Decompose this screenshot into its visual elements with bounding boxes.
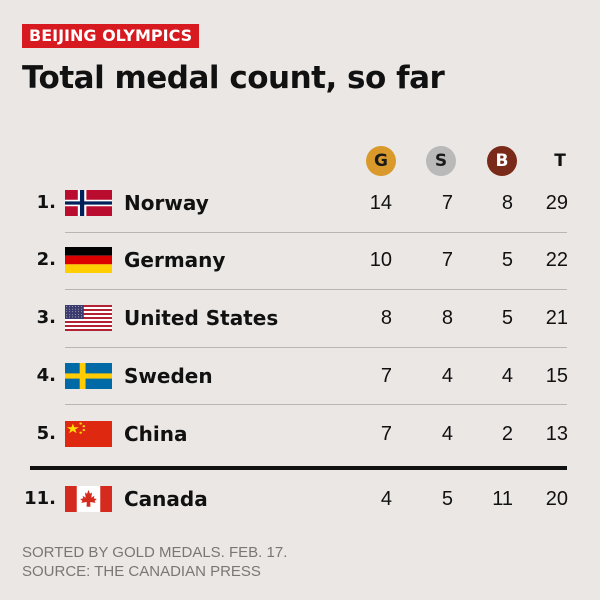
table-row: 2. Germany 10 7 5 22 [0, 240, 600, 280]
total-count: 22 [545, 249, 568, 271]
footer-note: SORTED BY GOLD MEDALS. FEB. 17. [22, 544, 288, 561]
silver-count: 8 [441, 307, 453, 329]
canada-flag-icon [65, 486, 112, 512]
row-divider [65, 289, 567, 290]
country-name: Canada [124, 487, 208, 511]
total-count: 20 [545, 488, 568, 510]
total-count: 13 [545, 423, 568, 445]
rank-label: 3. [36, 307, 56, 328]
footer-source: SOURCE: THE CANADIAN PRESS [22, 563, 261, 580]
norway-flag-icon [65, 190, 112, 216]
rank-label: 11. [24, 488, 56, 509]
row-divider [65, 404, 567, 405]
table-separator [30, 466, 567, 470]
row-divider [65, 232, 567, 233]
total-count: 29 [545, 192, 568, 214]
silver-count: 7 [441, 249, 453, 271]
chart-title: Total medal count, so far [22, 60, 445, 96]
bronze-count: 2 [501, 423, 513, 445]
bronze-count: 11 [492, 488, 513, 510]
gold-count: 8 [380, 307, 392, 329]
gold-count: 14 [369, 192, 392, 214]
table-row: 11. Canada 4 5 11 20 [0, 479, 600, 519]
country-name: Germany [124, 248, 226, 272]
bronze-count: 4 [501, 365, 513, 387]
silver-count: 4 [441, 365, 453, 387]
kicker-label: BEIJING OLYMPICS [22, 24, 200, 48]
silver-count: 5 [441, 488, 453, 510]
rank-label: 2. [36, 249, 56, 270]
table-row: 5. China 7 4 2 13 [0, 414, 600, 454]
table-row: 1. Norway 14 7 8 29 [0, 183, 600, 223]
silver-count: 4 [441, 423, 453, 445]
sweden-flag-icon [65, 363, 112, 389]
total-header: T [554, 151, 566, 171]
bronze-count: 8 [501, 192, 513, 214]
bronze-count: 5 [501, 307, 513, 329]
gold-count: 7 [380, 423, 392, 445]
rank-label: 4. [36, 365, 56, 386]
gold-count: 10 [369, 249, 392, 271]
footer: SORTED BY GOLD MEDALS. FEB. 17. SOURCE: … [22, 543, 287, 581]
table-row: 3. United States 8 8 5 21 [0, 298, 600, 338]
country-name: China [124, 422, 188, 446]
china-flag-icon [65, 421, 112, 447]
country-name: Norway [124, 191, 209, 215]
country-name: United States [124, 306, 279, 330]
row-divider [65, 347, 567, 348]
bronze-count: 5 [501, 249, 513, 271]
gold-count: 4 [380, 488, 392, 510]
silver-count: 7 [441, 192, 453, 214]
rank-label: 5. [36, 423, 56, 444]
rank-label: 1. [36, 192, 56, 213]
silver-header: S [426, 146, 456, 176]
total-count: 15 [545, 365, 568, 387]
table-row: 4. Sweden 7 4 4 15 [0, 356, 600, 396]
usa-flag-icon [65, 305, 112, 331]
gold-count: 7 [380, 365, 392, 387]
germany-flag-icon [65, 247, 112, 273]
country-name: Sweden [124, 364, 213, 388]
bronze-header: B [487, 146, 517, 176]
total-count: 21 [545, 307, 568, 329]
gold-header: G [366, 146, 396, 176]
